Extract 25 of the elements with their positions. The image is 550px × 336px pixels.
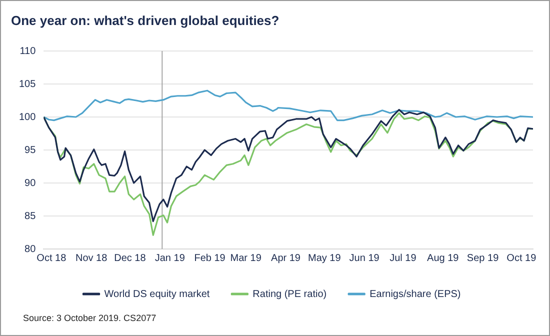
y-tick-label: 100: [18, 112, 36, 123]
x-tick-label: Jan 19: [154, 252, 186, 264]
x-tick-label: Oct 19: [506, 252, 537, 264]
x-tick-label: Jul 19: [390, 252, 417, 264]
x-tick-label: Jun 19: [349, 252, 380, 264]
x-tick-label: Mar 19: [230, 252, 262, 264]
x-tick-label: Aug 19: [427, 252, 460, 264]
legend-label: Rating (PE ratio): [252, 288, 327, 300]
x-tick-label: Oct 18: [36, 252, 67, 264]
source-note: Source: 3 October 2019. CS2077: [23, 313, 156, 323]
y-tick-label: 105: [18, 78, 36, 90]
chart-title: One year on: what's driven global equities?: [11, 13, 280, 28]
x-tick-label: May 19: [308, 252, 342, 264]
y-tick-label: 95: [24, 144, 36, 156]
y-tick-label: 90: [24, 178, 36, 189]
x-tick-label: Nov 18: [75, 252, 108, 264]
y-tick-label: 80: [24, 244, 36, 255]
x-tick-label: Apr 19: [271, 252, 301, 264]
x-tick-label: Sep 19: [466, 252, 500, 264]
x-tick-label: Feb 19: [194, 252, 226, 264]
legend-label: Earnigs/share (EPS): [370, 288, 461, 300]
x-tick-label: Dec 18: [114, 252, 146, 264]
legend-label: World DS equity market: [104, 288, 210, 300]
y-tick-label: 85: [24, 210, 36, 222]
y-tick-label: 110: [20, 46, 36, 57]
